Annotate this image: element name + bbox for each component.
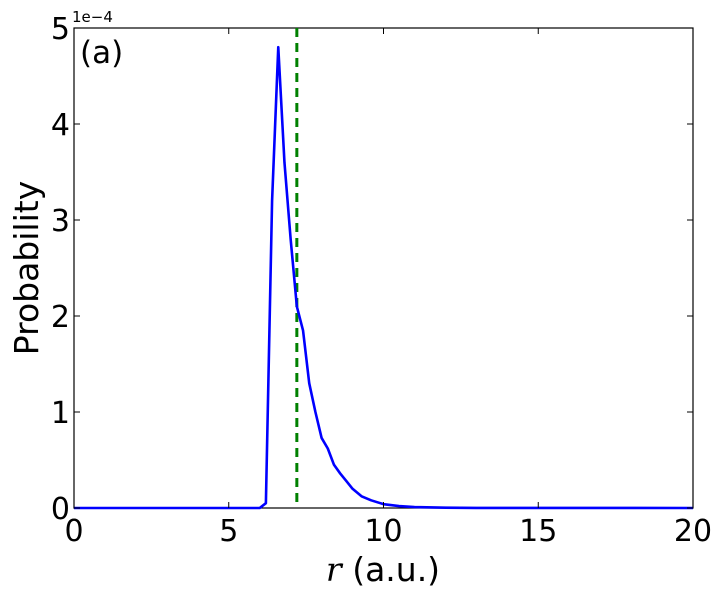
panel-label: (a) — [80, 35, 123, 71]
ticks-layer: 0 5 10 15 20 0 1 2 3 4 5 — [51, 12, 712, 549]
x-axis-unit: (a.u.) — [342, 550, 440, 589]
x-tick-label: 20 — [674, 514, 712, 549]
x-axis-variable: r — [326, 550, 344, 589]
plot-frame — [73, 27, 694, 509]
y-tick-label: 3 — [51, 204, 70, 239]
y-axis-label: Probability — [7, 181, 46, 355]
x-tick-label: 0 — [64, 514, 83, 549]
y-tick-label: 5 — [51, 12, 70, 47]
series-layer — [74, 28, 694, 510]
y-tick-label: 4 — [51, 108, 70, 143]
axes-frame — [73, 27, 694, 509]
x-tick-label: 15 — [519, 514, 557, 549]
x-axis-label: r (a.u.) — [326, 550, 440, 589]
y-tick-label: 1 — [51, 396, 70, 431]
y-tick-label: 2 — [51, 300, 70, 335]
y-exponent-label: 1e−4 — [72, 8, 113, 26]
series-line-0 — [74, 45, 694, 510]
y-tick-label: 0 — [51, 492, 70, 527]
x-tick-label: 5 — [219, 514, 238, 549]
x-tick-label: 10 — [364, 514, 402, 549]
